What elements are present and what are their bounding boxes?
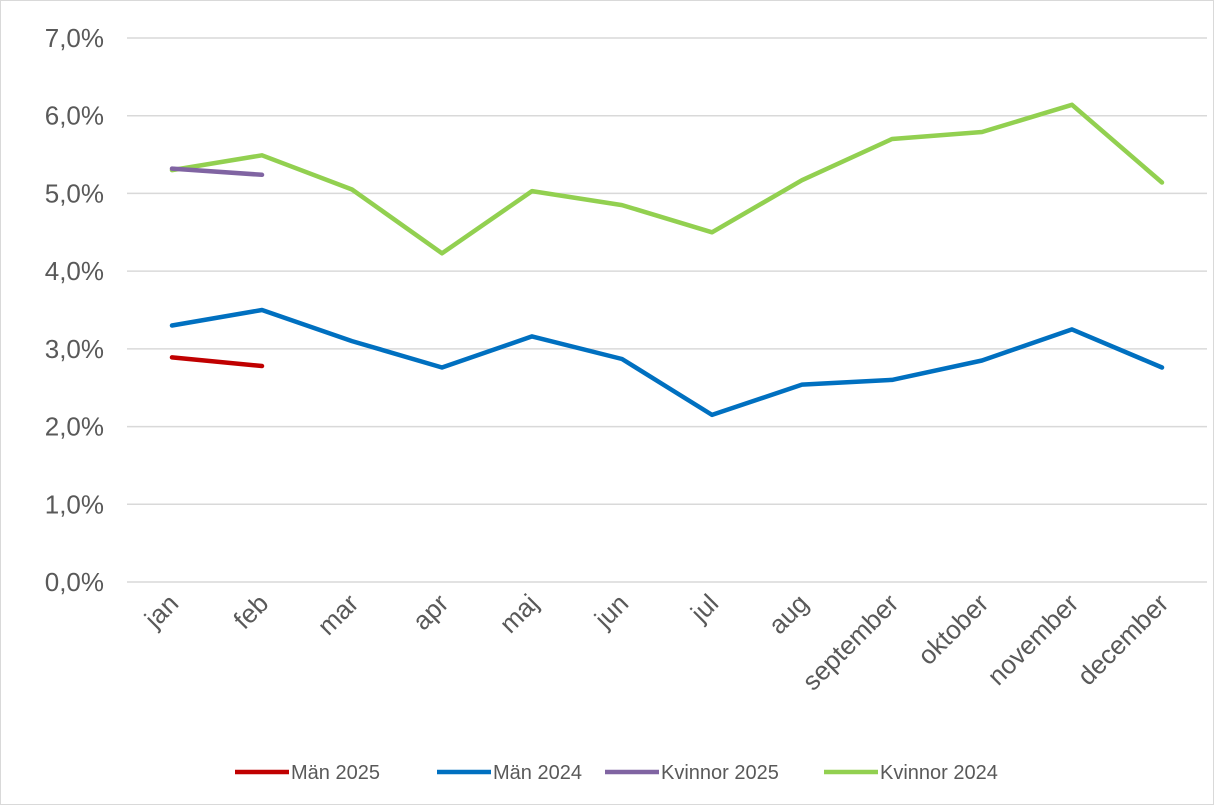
y-tick-label: 7,0% [45, 23, 104, 53]
legend-label: Män 2024 [493, 762, 582, 784]
y-axis-tick-labels: 0,0% 1,0% 2,0% 3,0% 4,0% 5,0% 6,0% 7,0% [45, 23, 104, 597]
series-lines [169, 102, 1165, 418]
series-line-0 [169, 355, 265, 369]
y-tick-label: 3,0% [45, 334, 104, 364]
y-tick-label: 5,0% [45, 178, 104, 208]
y-tick-label: 1,0% [45, 489, 104, 519]
y-tick-label: 4,0% [45, 256, 104, 286]
y-tick-label: 2,0% [45, 412, 104, 442]
x-tick-label: november [981, 588, 1084, 691]
x-tick-label: aug [762, 588, 814, 640]
legend-label: Kvinnor 2024 [880, 762, 998, 784]
legend-label: Kvinnor 2025 [661, 762, 779, 784]
x-tick-label: jul [684, 588, 724, 628]
legend-label: Män 2025 [291, 762, 380, 784]
y-tick-label: 6,0% [45, 101, 104, 131]
gridlines [127, 37, 1207, 583]
x-tick-label: mar [311, 588, 364, 641]
x-tick-label: feb [227, 588, 274, 635]
series-line-2 [169, 166, 265, 178]
x-tick-label: december [1071, 588, 1174, 691]
x-tick-label: jun [588, 588, 634, 634]
x-tick-label: jan [138, 588, 184, 634]
series-line-1 [169, 307, 1165, 418]
x-tick-label: apr [406, 588, 454, 636]
series-line-3 [169, 102, 1165, 256]
legend: Män 2025 Män 2024 Kvinnor 2025 Kvinnor 2024 [235, 762, 998, 784]
y-tick-label: 0,0% [45, 567, 104, 597]
x-tick-label: oktober [912, 588, 995, 671]
x-tick-label: maj [493, 588, 544, 639]
x-tick-label: september [796, 588, 904, 696]
